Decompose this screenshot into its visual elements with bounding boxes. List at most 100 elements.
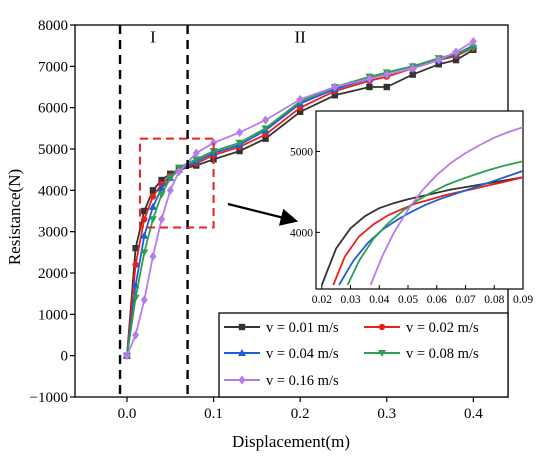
y-tick-label: 0 bbox=[61, 349, 69, 365]
main-series-group bbox=[122, 37, 478, 361]
inset-x-tick-label: 0.08 bbox=[484, 294, 504, 306]
series-point bbox=[262, 115, 270, 125]
series-point bbox=[149, 193, 157, 200]
series-point bbox=[383, 83, 390, 91]
y-tick-label: −1000 bbox=[30, 390, 68, 406]
legend-marker bbox=[378, 323, 386, 331]
series-point bbox=[192, 148, 200, 158]
series-point bbox=[157, 191, 166, 199]
main-plot-area: 0.0 0.1 0.2 0.3 0.4 −1000 0 1000 2000 3000 4000 500… bbox=[30, 18, 509, 422]
series-point bbox=[365, 74, 373, 84]
series-point bbox=[262, 135, 269, 142]
series-point bbox=[149, 187, 157, 194]
series-point bbox=[209, 148, 218, 156]
legend-marker bbox=[378, 350, 386, 357]
zoom-inset: 0.02 0.03 0.04 0.05 0.06 0.07 0.08 0.09 4000 5000 bbox=[290, 110, 533, 306]
series-point bbox=[158, 176, 165, 184]
series-point bbox=[166, 185, 174, 195]
legend-label: v = 0.01 m/s bbox=[266, 320, 339, 336]
main-ticks: 0.0 0.1 0.2 0.3 0.4 −1000 0 1000 2000 3000 4000 500… bbox=[30, 18, 484, 422]
inset-x-tick-label: 0.02 bbox=[312, 294, 332, 306]
series-point bbox=[140, 249, 149, 257]
inset-x-tick-label: 0.09 bbox=[513, 294, 533, 306]
zoom-arrow bbox=[227, 202, 299, 226]
y-axis-label: Resistance(N) bbox=[5, 169, 24, 265]
y-tick-label: 4000 bbox=[38, 183, 68, 199]
series-point bbox=[435, 55, 443, 65]
series-point bbox=[469, 37, 477, 47]
y-tick-label: 7000 bbox=[38, 59, 68, 75]
series-point bbox=[192, 156, 201, 164]
series-point bbox=[131, 294, 140, 302]
y-tick-label: 3000 bbox=[38, 225, 68, 241]
legend-marker bbox=[238, 349, 246, 356]
legend-label: v = 0.02 m/s bbox=[406, 320, 479, 336]
series-point bbox=[452, 56, 460, 64]
series-point bbox=[140, 295, 148, 305]
x-tick-label: 0.4 bbox=[464, 406, 483, 422]
series-point bbox=[261, 125, 270, 133]
series-point bbox=[132, 261, 139, 268]
inset-x-tick-label: 0.06 bbox=[427, 294, 447, 306]
inset-series-line bbox=[332, 176, 523, 286]
y-tick-label: 1000 bbox=[38, 307, 68, 323]
y-tick-label: 6000 bbox=[38, 101, 68, 117]
series-point bbox=[331, 82, 339, 92]
inset-series-line bbox=[369, 126, 523, 286]
series-point bbox=[296, 94, 304, 104]
series-point bbox=[383, 70, 391, 80]
series-point bbox=[331, 92, 338, 99]
legend: v = 0.01 m/s v = 0.02 m/s v = 0.04 m/s v = … bbox=[218, 312, 509, 398]
inset-series-line bbox=[338, 170, 523, 286]
legend-label: v = 0.08 m/s bbox=[406, 346, 479, 362]
series-point bbox=[210, 138, 218, 148]
series-point bbox=[148, 202, 157, 210]
inset-x-tick-label: 0.03 bbox=[340, 294, 360, 306]
series-point bbox=[132, 330, 140, 340]
main-annotations: I II bbox=[118, 25, 306, 397]
legend-marker bbox=[238, 323, 246, 331]
inset-series-line bbox=[346, 160, 523, 286]
inset-y-tick-label: 5000 bbox=[290, 146, 313, 158]
series-point bbox=[158, 214, 166, 224]
zoom-region-box bbox=[138, 137, 215, 229]
series-point bbox=[296, 108, 304, 115]
inset-x-tick-label: 0.04 bbox=[369, 294, 389, 306]
region-label: I bbox=[150, 27, 156, 46]
series-point bbox=[366, 83, 373, 91]
legend-label: v = 0.04 m/s bbox=[266, 346, 339, 362]
x-axis-label: Displacement(m) bbox=[232, 432, 350, 451]
series-point bbox=[141, 207, 148, 215]
series-point bbox=[469, 44, 478, 52]
y-tick-label: 5000 bbox=[38, 142, 68, 158]
series-point bbox=[141, 216, 148, 223]
legend-box bbox=[218, 312, 509, 398]
series-point bbox=[235, 139, 244, 147]
series-point bbox=[148, 216, 157, 224]
series-point bbox=[236, 147, 243, 155]
series-point bbox=[236, 127, 244, 137]
region-label: II bbox=[294, 27, 306, 46]
x-tick-label: 0.2 bbox=[291, 406, 310, 422]
legend-marker bbox=[238, 375, 246, 385]
legend-label: v = 0.16 m/s bbox=[266, 373, 339, 389]
series-point bbox=[409, 63, 417, 73]
series-point bbox=[409, 71, 416, 78]
inset-series-group bbox=[320, 126, 523, 286]
x-tick-label: 0.0 bbox=[118, 406, 137, 422]
series-point bbox=[149, 251, 157, 261]
inset-x-tick-label: 0.05 bbox=[398, 294, 418, 306]
series-point bbox=[123, 351, 131, 361]
series-point bbox=[140, 231, 149, 239]
x-tick-label: 0.1 bbox=[204, 406, 223, 422]
inset-y-tick-label: 4000 bbox=[290, 227, 313, 239]
y-tick-label: 2000 bbox=[38, 266, 68, 282]
series-point bbox=[166, 174, 175, 182]
series-point bbox=[175, 167, 183, 177]
y-tick-label: 8000 bbox=[38, 18, 68, 34]
series-point bbox=[452, 47, 460, 57]
inset-x-tick-label: 0.07 bbox=[455, 294, 475, 306]
x-tick-label: 0.3 bbox=[377, 406, 396, 422]
series-point bbox=[132, 245, 139, 252]
